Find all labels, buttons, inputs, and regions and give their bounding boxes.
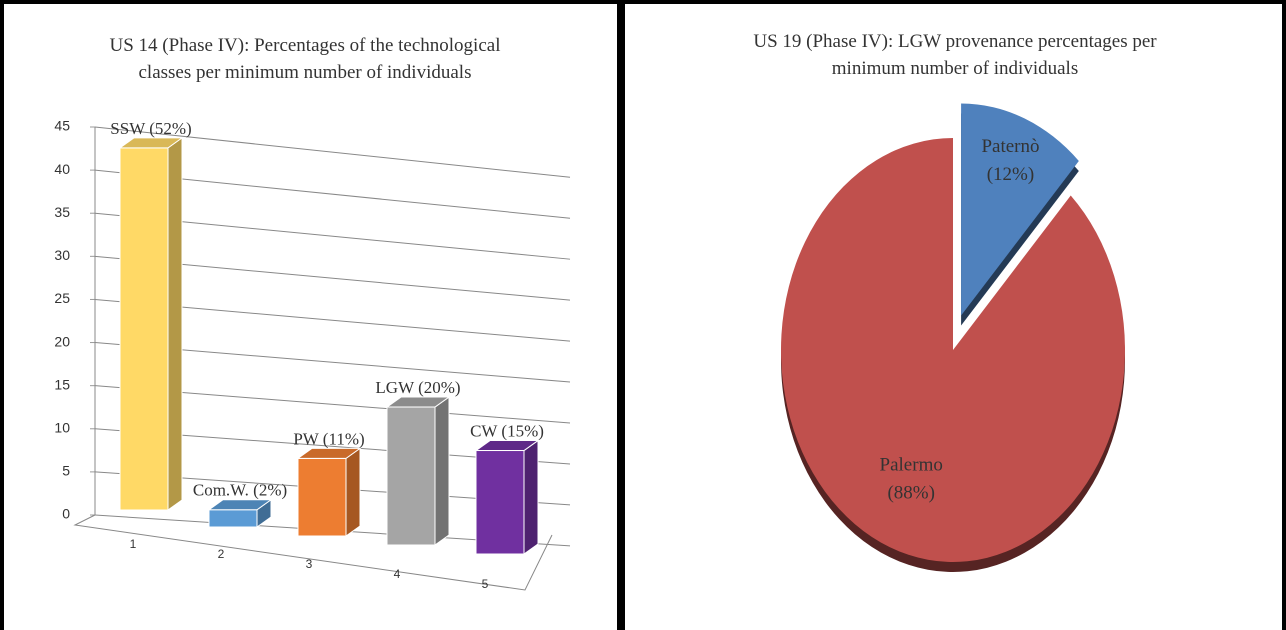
title-line: US 14 (Phase IV): Percentages of the tec…	[110, 35, 501, 56]
y-tick-label: 45	[54, 118, 70, 134]
slice-face	[961, 103, 1079, 316]
bar	[385, 396, 451, 546]
bar-side	[434, 396, 450, 546]
bar-top	[474, 440, 540, 452]
slice-label: Paternò	[981, 136, 1039, 157]
chart-title: US 19 (Phase IV): LGW provenance percent…	[753, 31, 1157, 79]
y-tick-label: 15	[54, 376, 70, 392]
y-tick-label: 0	[62, 506, 70, 522]
title-line: minimum number of individuals	[832, 58, 1078, 79]
slice-face	[780, 138, 1125, 562]
data-label: CW (15%)	[470, 421, 544, 440]
bar-front	[208, 509, 258, 528]
data-label: Com.W. (2%)	[193, 481, 287, 500]
bar-side	[167, 136, 183, 511]
bar	[474, 439, 540, 555]
bar-side	[345, 447, 361, 537]
bar-front	[475, 450, 525, 555]
grid-line	[94, 126, 571, 178]
x-tick-label: 5	[482, 577, 489, 591]
x-tick-label: 1	[130, 537, 137, 551]
bar-front	[119, 147, 169, 511]
bar-top	[385, 396, 451, 408]
data-label: LGW (20%)	[375, 378, 460, 397]
y-tick-label: 30	[54, 247, 70, 263]
slice-label: Palermo	[880, 454, 943, 475]
bar-side	[523, 439, 539, 555]
bar-chart: US 14 (Phase IV): Percentages of the tec…	[54, 35, 571, 591]
bar-top	[118, 137, 184, 149]
y-tick-label: 40	[54, 161, 70, 177]
title-line: US 19 (Phase IV): LGW provenance percent…	[753, 31, 1157, 52]
y-tick-label: 20	[54, 333, 70, 349]
pie-chart: US 19 (Phase IV): LGW provenance percent…	[753, 31, 1157, 573]
y-tick-label: 5	[62, 463, 70, 479]
x-tick-label: 4	[394, 567, 401, 581]
bar-top	[207, 499, 273, 511]
pie-slice	[780, 138, 1125, 573]
y-tick-label: 25	[54, 290, 70, 306]
x-tick-label: 3	[306, 557, 313, 571]
x-tick-label: 2	[218, 547, 225, 561]
y-tick-label: 35	[54, 204, 70, 220]
bar-top	[296, 447, 362, 459]
floor	[73, 514, 553, 591]
chart-title: US 14 (Phase IV): Percentages of the tec…	[110, 35, 501, 83]
title-line: classes per minimum number of individual…	[139, 62, 472, 83]
value-label: (88%)	[887, 482, 934, 503]
bar	[118, 136, 184, 511]
bar	[207, 498, 273, 528]
y-tick-label: 10	[54, 419, 70, 435]
bar-front	[297, 457, 347, 537]
data-label: PW (11%)	[293, 429, 364, 448]
data-label: SSW (52%)	[110, 119, 191, 138]
pie-slice	[961, 103, 1079, 326]
value-label: (12%)	[987, 164, 1034, 185]
bar	[296, 447, 362, 537]
bar-front	[386, 406, 436, 546]
